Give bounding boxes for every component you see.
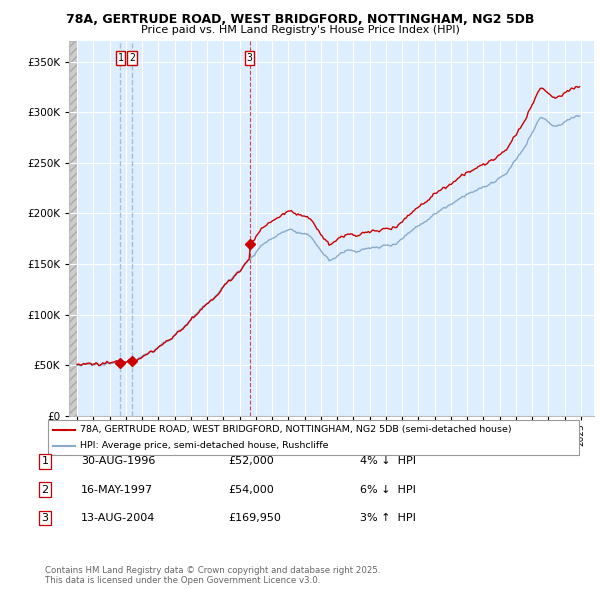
Text: 78A, GERTRUDE ROAD, WEST BRIDGFORD, NOTTINGHAM, NG2 5DB: 78A, GERTRUDE ROAD, WEST BRIDGFORD, NOTT… bbox=[66, 13, 534, 26]
Text: 30-AUG-1996: 30-AUG-1996 bbox=[81, 457, 155, 466]
Text: 6% ↓  HPI: 6% ↓ HPI bbox=[360, 485, 416, 494]
Text: 4% ↓  HPI: 4% ↓ HPI bbox=[360, 457, 416, 466]
Text: 16-MAY-1997: 16-MAY-1997 bbox=[81, 485, 153, 494]
Text: 13-AUG-2004: 13-AUG-2004 bbox=[81, 513, 155, 523]
Text: 1: 1 bbox=[118, 53, 123, 63]
Text: HPI: Average price, semi-detached house, Rushcliffe: HPI: Average price, semi-detached house,… bbox=[80, 441, 328, 450]
Text: Contains HM Land Registry data © Crown copyright and database right 2025.
This d: Contains HM Land Registry data © Crown c… bbox=[45, 566, 380, 585]
Text: Price paid vs. HM Land Registry's House Price Index (HPI): Price paid vs. HM Land Registry's House … bbox=[140, 25, 460, 35]
Text: £169,950: £169,950 bbox=[228, 513, 281, 523]
Text: £54,000: £54,000 bbox=[228, 485, 274, 494]
Text: 3: 3 bbox=[41, 513, 49, 523]
Text: 3: 3 bbox=[247, 53, 253, 63]
Text: 78A, GERTRUDE ROAD, WEST BRIDGFORD, NOTTINGHAM, NG2 5DB (semi-detached house): 78A, GERTRUDE ROAD, WEST BRIDGFORD, NOTT… bbox=[80, 425, 511, 434]
Text: 1: 1 bbox=[41, 457, 49, 466]
Text: 2: 2 bbox=[41, 485, 49, 494]
Text: 3% ↑  HPI: 3% ↑ HPI bbox=[360, 513, 416, 523]
Text: £52,000: £52,000 bbox=[228, 457, 274, 466]
Bar bbox=[69, 41, 77, 416]
Text: 2: 2 bbox=[129, 53, 135, 63]
